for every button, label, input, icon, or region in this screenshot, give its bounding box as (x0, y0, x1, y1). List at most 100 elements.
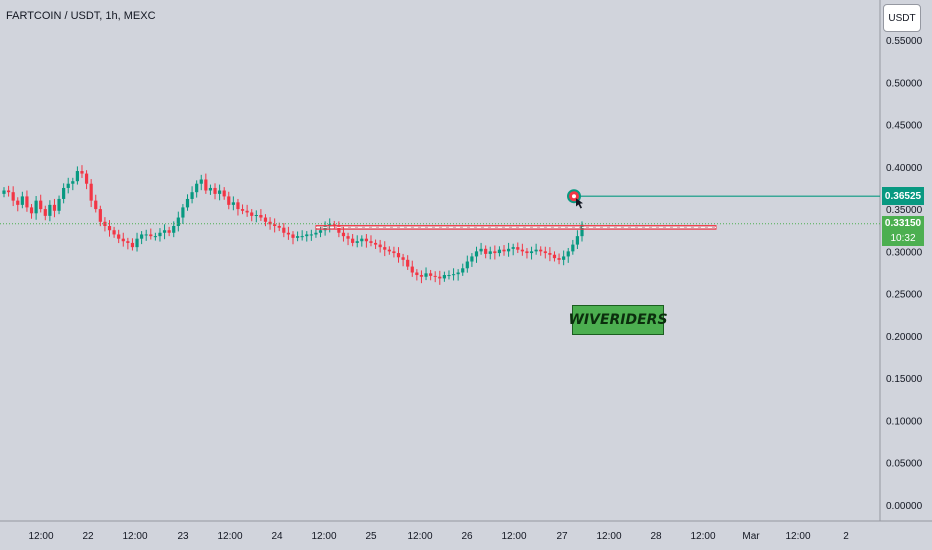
candle-body (415, 272, 419, 276)
candle (29, 204, 34, 219)
candle (117, 229, 121, 244)
candle-body (126, 241, 130, 243)
candle-body (461, 268, 465, 273)
candle (144, 229, 148, 241)
candle (415, 269, 419, 281)
candle-body (140, 234, 144, 239)
cursor-icon (576, 198, 583, 209)
candle (355, 235, 359, 248)
candle (20, 191, 24, 209)
y-tick-label: 0.10000 (886, 416, 923, 427)
candle-body (433, 275, 437, 277)
target-price-tag: 0.36525 (882, 187, 924, 206)
candle (323, 221, 327, 236)
candle-body (484, 248, 488, 254)
candle-body (571, 244, 575, 252)
candle (11, 186, 15, 207)
candle-body (167, 230, 171, 233)
candle-body (566, 251, 570, 257)
candle-body (57, 198, 61, 211)
x-tick-label: 26 (461, 531, 473, 542)
candle (149, 228, 153, 240)
currency-button[interactable]: USDT (883, 4, 921, 32)
x-tick-label: 12:00 (596, 531, 621, 542)
candle-body (410, 266, 414, 273)
candle (520, 243, 524, 256)
candle (369, 235, 373, 247)
candle-body (259, 215, 263, 218)
candle-body (29, 207, 34, 214)
candle (71, 177, 75, 191)
candle-body (314, 232, 318, 235)
candle (240, 204, 245, 215)
candle-body (263, 217, 268, 222)
candle-body (447, 275, 451, 277)
candle-body (406, 259, 410, 267)
candle (396, 247, 401, 263)
candle-body (62, 187, 66, 199)
candle-body (451, 274, 456, 276)
candle-body (94, 200, 98, 210)
candle-body (392, 251, 396, 254)
candle-body (98, 209, 102, 222)
candle (373, 239, 378, 249)
candle (2, 187, 6, 198)
candle-body (112, 230, 116, 235)
candle (162, 224, 167, 240)
candle-body (474, 251, 479, 257)
candle-body (529, 251, 534, 254)
candle (392, 246, 396, 258)
candle (295, 231, 300, 242)
candle-body (552, 254, 557, 259)
candle-body (456, 272, 460, 275)
candle-body (305, 234, 309, 237)
candle-body (562, 256, 566, 260)
x-tick-label: 2 (843, 531, 849, 542)
candle-body (373, 242, 378, 245)
candle-body (144, 234, 148, 236)
candle (57, 195, 61, 215)
candle-body (369, 241, 373, 243)
x-tick-label: 23 (177, 531, 189, 542)
candle (52, 198, 57, 218)
candle (497, 246, 502, 257)
candle (135, 232, 139, 252)
candle-body (286, 232, 291, 235)
candle (282, 223, 286, 238)
y-tick-label: 0.35000 (886, 205, 923, 216)
candle-body (442, 275, 446, 279)
candle-body (149, 234, 153, 237)
candle-body (20, 196, 24, 205)
candle (107, 220, 112, 237)
candle (502, 245, 506, 256)
candle-body (273, 224, 277, 226)
candle (263, 214, 268, 227)
y-tick-label: 0.00000 (886, 501, 923, 512)
candle (213, 183, 217, 200)
candle (121, 232, 125, 247)
candle-body (291, 234, 295, 238)
candle-body (295, 236, 300, 238)
candle-body (121, 238, 125, 242)
candle-body (318, 230, 323, 233)
candle-body (507, 248, 511, 252)
candle (84, 170, 89, 190)
candle-body (185, 198, 190, 208)
target-marker-center (572, 194, 576, 199)
candle-body (383, 247, 387, 250)
candle (507, 242, 511, 257)
candle (195, 180, 199, 198)
candle (566, 247, 570, 263)
candle (406, 255, 410, 270)
candle (222, 187, 226, 200)
candle (89, 179, 93, 208)
candle (309, 229, 313, 241)
candle-body (300, 236, 304, 238)
candle (493, 245, 497, 260)
candle-body (117, 234, 121, 239)
candle (25, 190, 29, 212)
candle (94, 194, 98, 213)
